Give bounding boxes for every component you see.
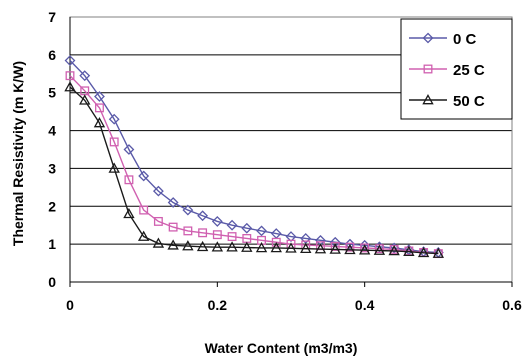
data-point [108,162,120,173]
data-point [285,231,297,242]
x-tick-label: 0.4 [355,297,375,313]
series-line [69,60,439,254]
y-tick-label: 3 [48,160,56,176]
data-point [139,205,149,215]
x-tick-label: 0 [66,297,74,313]
data-point [197,210,209,222]
y-tick-label: 6 [48,47,56,63]
data-point [124,175,134,185]
legend: 0 C 25 C 50 C [400,18,513,120]
data-point [211,241,224,252]
data-point [64,55,76,66]
series-2 [64,81,445,258]
x-tick-label: 0.6 [502,297,522,313]
data-point [344,243,356,255]
data-point [168,222,178,232]
data-point [388,242,400,254]
data-point [108,113,120,125]
y-tick-label: 5 [48,85,56,101]
data-point [360,243,370,253]
data-point [167,197,179,208]
data-point [137,230,150,241]
data-point [345,242,355,252]
data-point [152,185,164,197]
legend-item: 25 C [409,62,485,79]
y-tick-label: 2 [48,198,56,214]
data-point [314,243,327,254]
data-point [271,237,281,247]
legend-marker [422,94,434,105]
data-point [64,81,76,92]
legend-item: 50 C [409,93,485,110]
data-point [330,241,340,251]
series-layer [64,55,445,259]
legend-label: 50 C [453,93,485,110]
data-point [182,204,194,216]
data-point [123,144,135,155]
y-axis-title: Thermal Resistivity (m K/W) [10,61,26,246]
x-axis-title: Water Content (m3/m3) [205,340,358,356]
x-tick-label: 0.2 [208,297,228,313]
data-point [95,103,104,113]
data-point [183,226,193,236]
legend-marker [423,64,433,74]
data-point [109,137,119,147]
data-point [403,245,415,257]
data-point [226,219,238,231]
data-point [123,207,135,219]
data-point [198,228,208,238]
data-point [152,237,165,248]
data-point [255,241,268,253]
data-point [167,239,179,250]
data-point [138,170,150,182]
data-point [373,244,386,255]
legend-item: 0 C [409,31,477,48]
data-point [344,238,356,250]
data-point [79,94,91,105]
data-point [285,242,297,253]
legend-label: 0 C [453,31,477,48]
legend-marker [422,32,434,44]
data-point [211,216,223,227]
data-point [329,243,341,254]
data-point [227,232,237,242]
data-point [358,244,371,255]
data-point [300,242,312,254]
data-point [256,225,267,237]
y-tick-label: 1 [48,236,56,252]
data-point [65,71,75,81]
legend-label: 25 C [453,62,485,79]
data-point [270,241,282,253]
data-point [388,245,400,256]
data-point [94,91,105,102]
axes: 0 1 2 3 4 5 6 7 0 0.2 0.4 0.6 [48,9,522,313]
data-point [241,222,253,234]
y-tick-label: 7 [48,9,56,25]
data-point [241,241,253,252]
y-tick-label: 0 [48,274,56,290]
series-line [69,75,439,255]
data-point [93,117,106,128]
data-point [417,246,430,258]
data-point [226,241,238,252]
data-point [79,70,91,82]
data-point [153,216,163,226]
data-point [212,230,222,240]
data-point [432,247,445,258]
data-point [196,240,209,252]
y-tick-label: 4 [48,123,56,139]
data-point [182,240,194,251]
